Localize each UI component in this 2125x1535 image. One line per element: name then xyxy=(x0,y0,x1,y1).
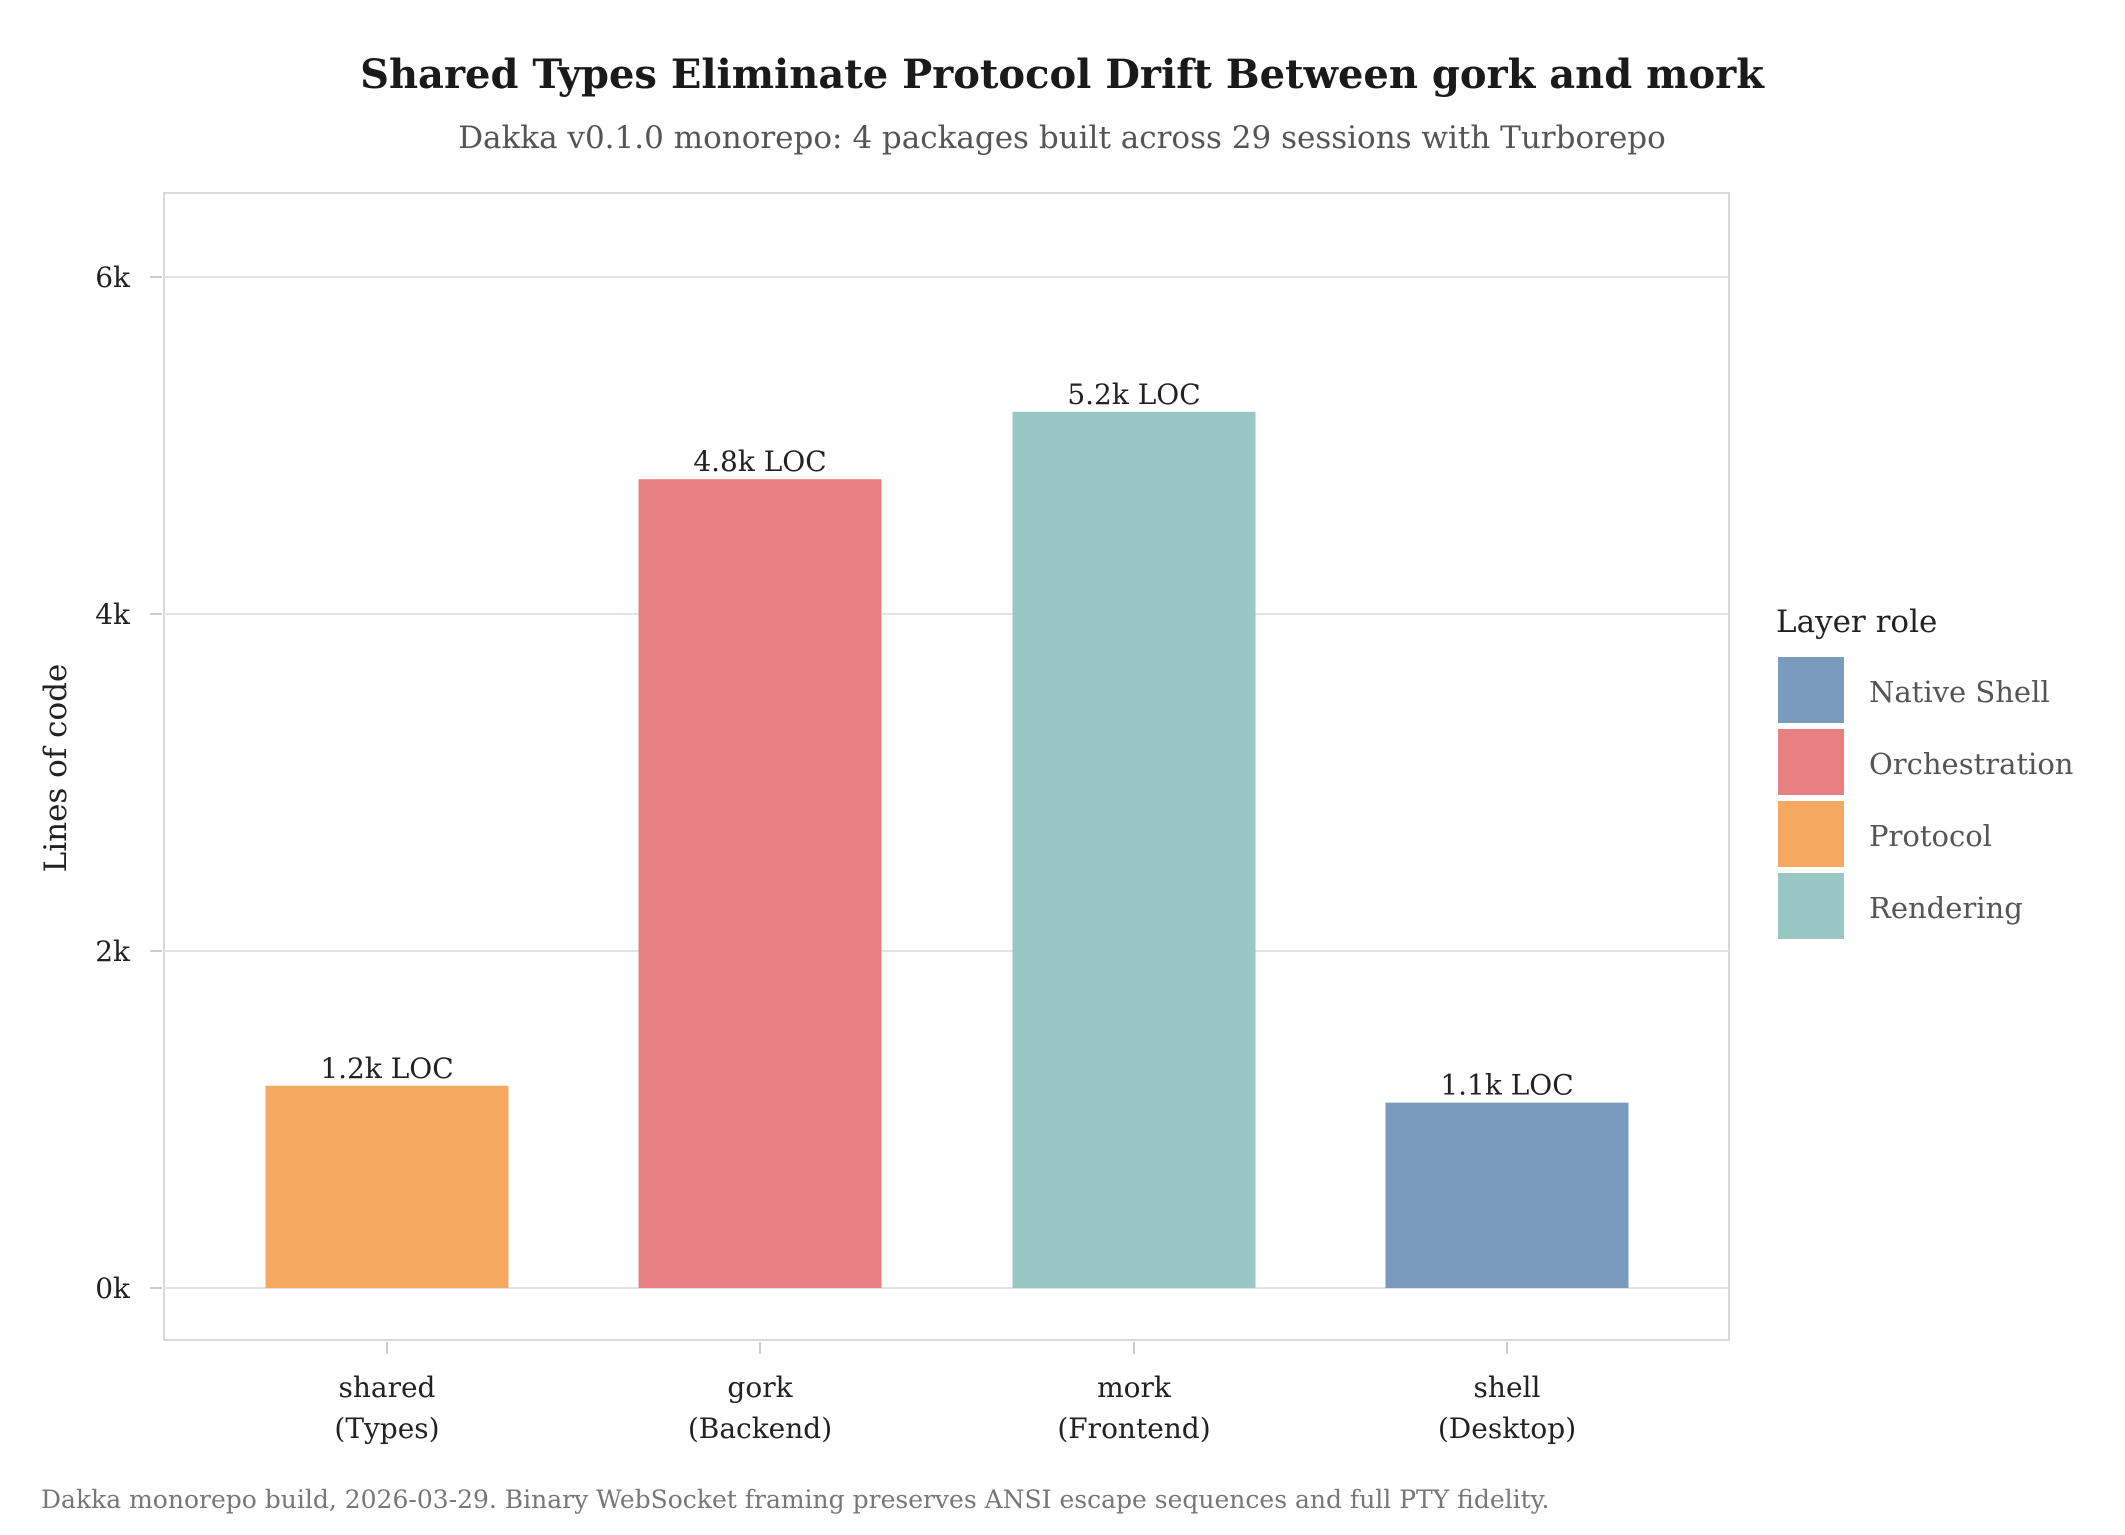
data-label: 5.2k LOC xyxy=(1067,378,1200,411)
legend-label: Rendering xyxy=(1869,891,2023,925)
data-label: 1.2k LOC xyxy=(320,1052,453,1085)
bar-shell xyxy=(1385,1102,1629,1288)
legend-swatch xyxy=(1778,657,1844,723)
bar-mork xyxy=(1012,411,1256,1288)
legend-label: Protocol xyxy=(1869,819,1992,853)
y-tick-label: 2k xyxy=(95,935,131,968)
legend-label: Orchestration xyxy=(1869,747,2073,781)
y-tick-label: 0k xyxy=(95,1272,131,1305)
y-axis-label: Lines of code xyxy=(38,664,74,873)
plot-panel xyxy=(163,192,1730,1341)
x-tick-label: shared xyxy=(339,1371,436,1404)
chart-title: Shared Types Eliminate Protocol Drift Be… xyxy=(360,51,1765,98)
x-tick-sublabel: (Desktop) xyxy=(1438,1412,1576,1445)
x-tick-sublabel: (Backend) xyxy=(688,1412,832,1445)
x-tick-label: shell xyxy=(1474,1371,1541,1404)
legend-title: Layer role xyxy=(1776,604,1937,640)
legend-swatch xyxy=(1778,801,1844,867)
legend-swatch xyxy=(1778,873,1844,939)
data-label: 4.8k LOC xyxy=(693,445,826,478)
chart-subtitle: Dakka v0.1.0 monorepo: 4 packages built … xyxy=(458,120,1666,156)
data-label: 1.1k LOC xyxy=(1440,1069,1573,1102)
y-tick-label: 4k xyxy=(95,598,131,631)
x-tick-sublabel: (Types) xyxy=(334,1412,439,1445)
bar-shared xyxy=(265,1085,509,1288)
y-tick-label: 6k xyxy=(95,261,131,294)
legend-label: Native Shell xyxy=(1869,675,2050,709)
x-tick-label: gork xyxy=(727,1371,793,1404)
x-tick-sublabel: (Frontend) xyxy=(1057,1412,1210,1445)
bar-gork xyxy=(638,479,882,1288)
legend: Native Shell Orchestration Protocol Renderi… xyxy=(1778,657,2073,939)
chart-caption: Dakka monorepo build, 2026-03-29. Binary… xyxy=(41,1485,1549,1514)
x-tick-label: mork xyxy=(1097,1371,1172,1404)
legend-swatch xyxy=(1778,729,1844,795)
